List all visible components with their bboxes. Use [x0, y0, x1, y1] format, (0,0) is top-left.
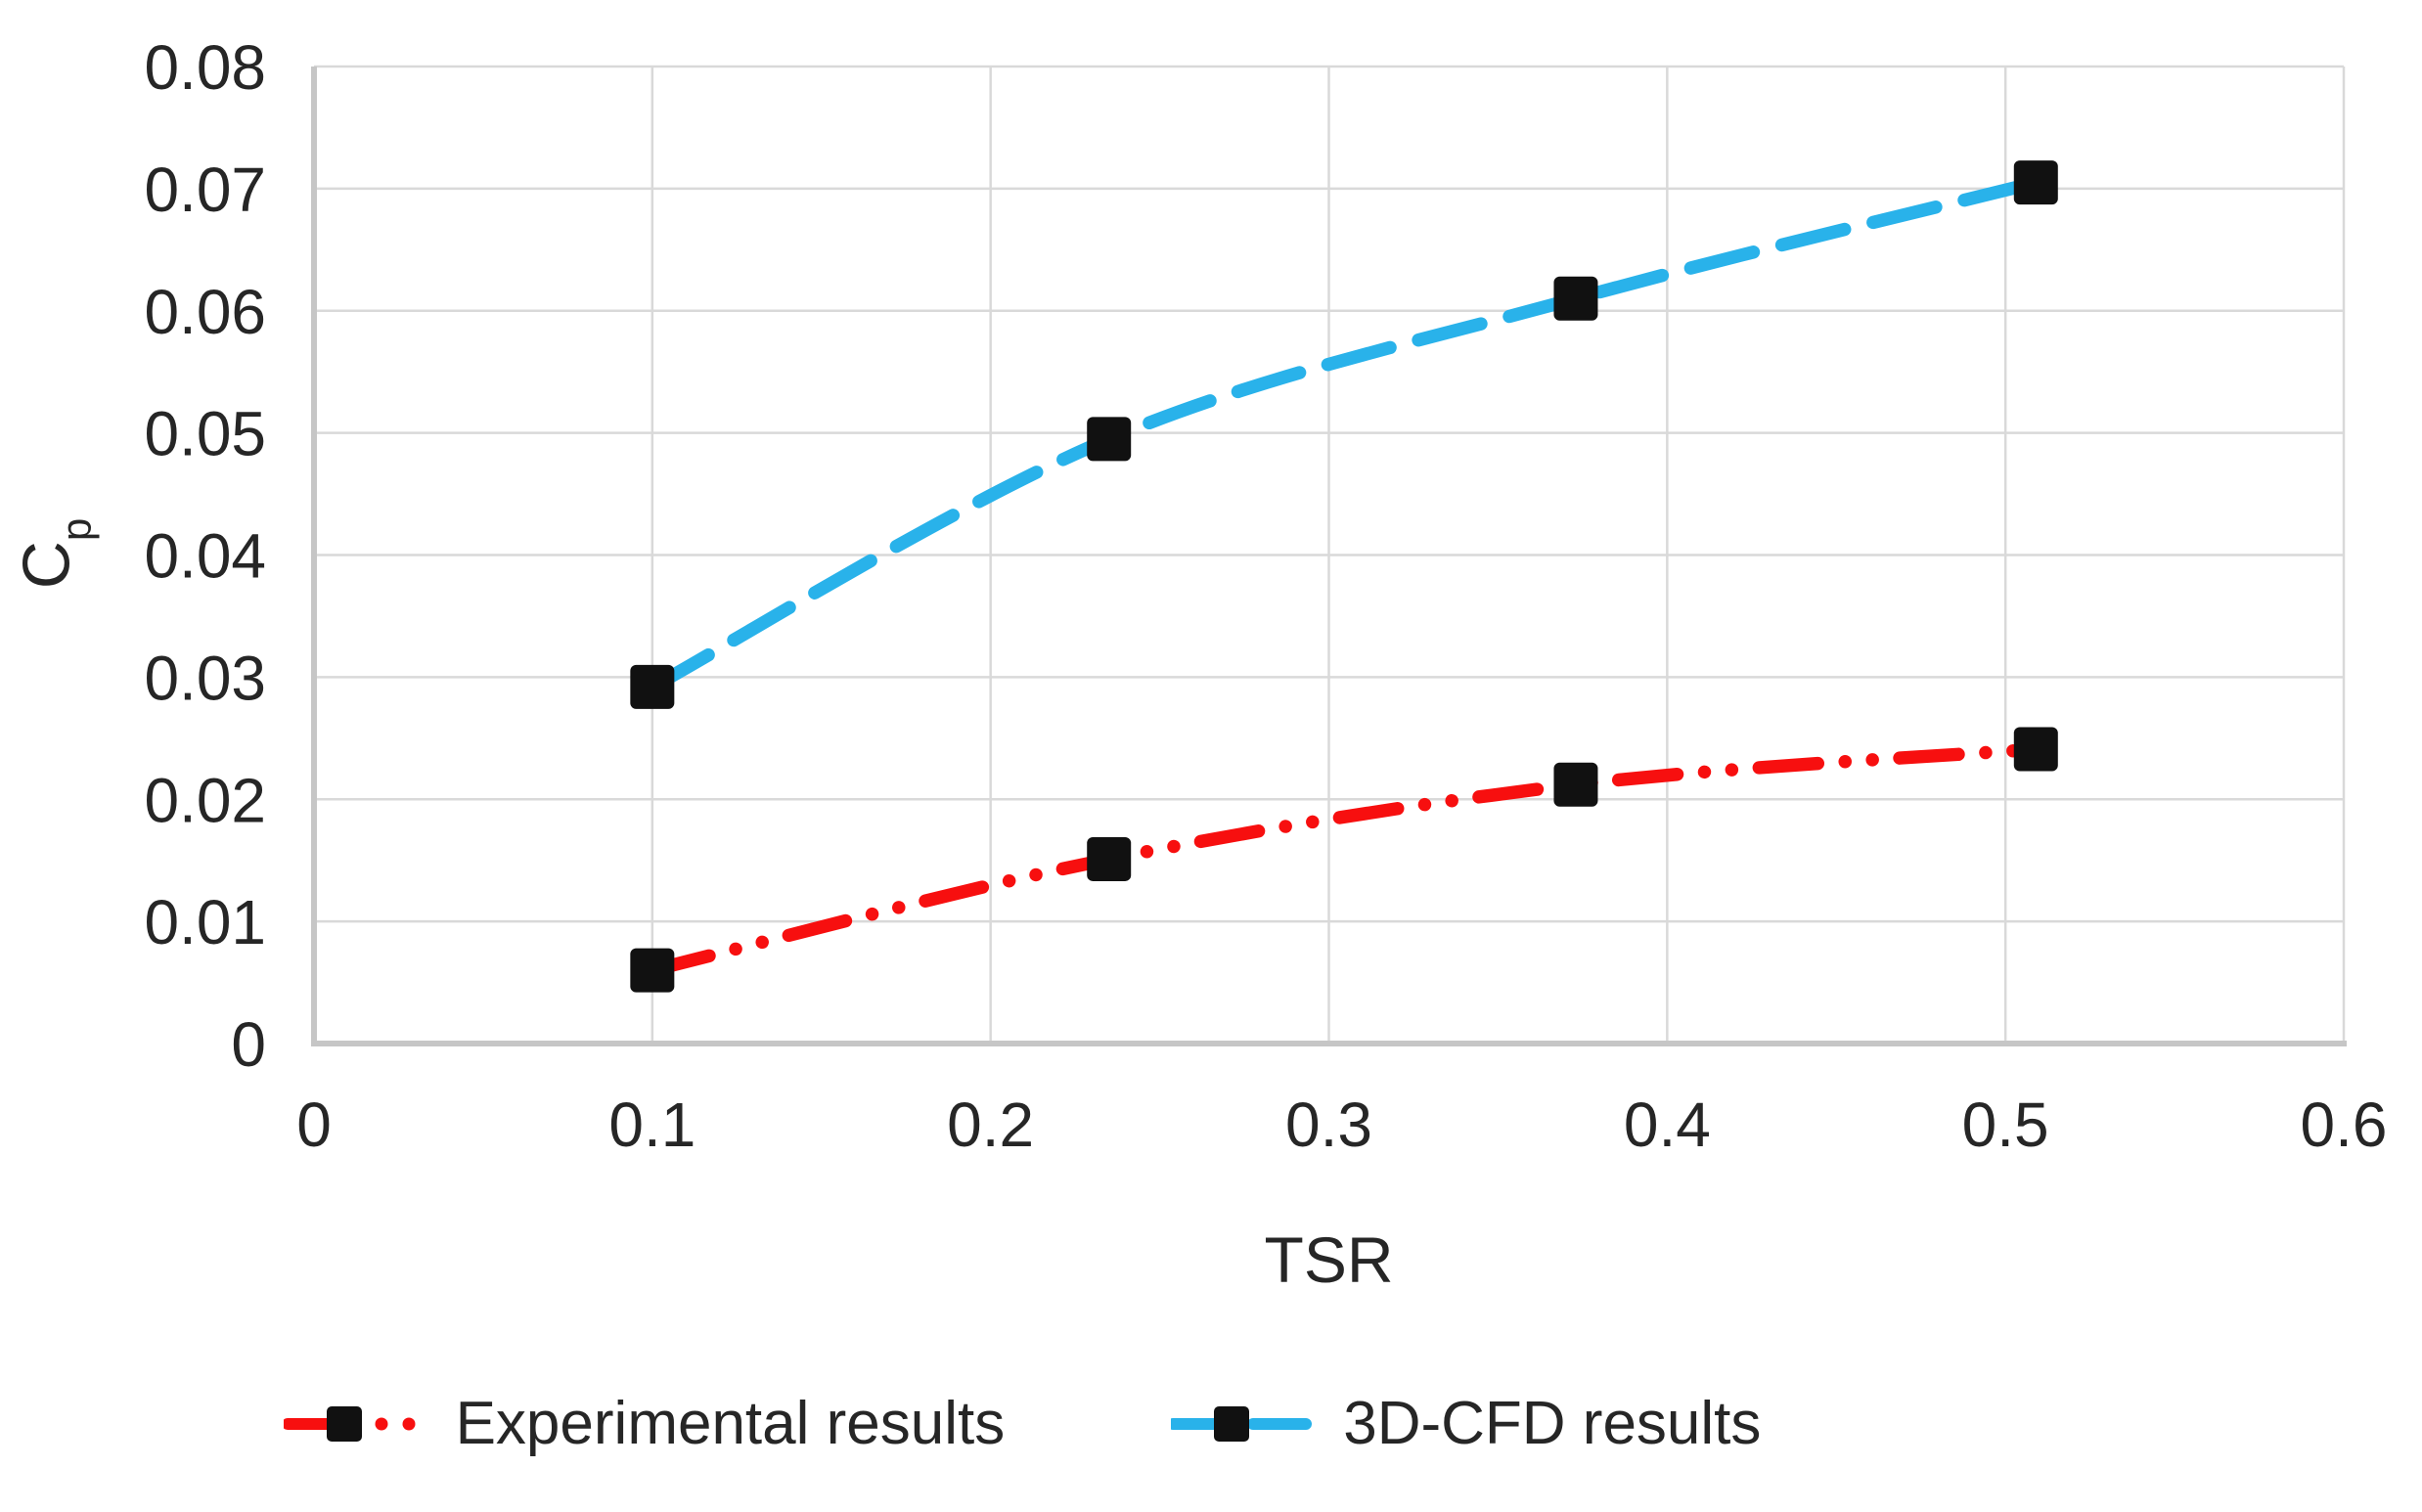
x-tick-label: 0.2 [947, 1090, 1034, 1160]
legend-dot [402, 1417, 416, 1430]
legend-label-cfd: 3D-CFD results [1343, 1390, 1762, 1457]
legend-item-cfd: 3D-CFD results [1171, 1389, 1761, 1458]
data-point-marker [2013, 160, 2058, 205]
y-axis-title: Cp [9, 518, 100, 590]
y-tick-label: 0 [231, 1009, 266, 1080]
x-tick-label: 0.6 [2301, 1090, 2388, 1160]
series-markers-3d-cfd-results [630, 160, 2058, 709]
legend-marker [326, 1405, 362, 1442]
x-tick-label: 0.1 [608, 1090, 695, 1160]
legend-item-experimental: Experimental results [283, 1389, 1006, 1458]
data-point-marker [630, 664, 675, 709]
series-markers-experimental-results [630, 727, 2058, 993]
data-point-marker [1553, 762, 1598, 807]
y-tick-label: 0.01 [144, 887, 266, 957]
x-tick-label: 0.4 [1624, 1090, 1711, 1160]
x-tick-label: 0.5 [1962, 1090, 2049, 1160]
y-tick-label: 0.07 [144, 155, 266, 225]
legend: Experimental results 3D-CFD results [0, 1389, 2044, 1458]
data-point-marker [1553, 276, 1598, 321]
y-axis-title-main: C [9, 541, 84, 590]
data-point-marker [1087, 417, 1132, 462]
y-tick-label: 0.05 [144, 399, 266, 469]
data-point-marker [630, 948, 675, 993]
x-tick-label: 0 [296, 1090, 332, 1160]
legend-marker [1214, 1405, 1250, 1442]
x-axis-title: TSR [1264, 1223, 1394, 1296]
gridlines [312, 65, 2346, 1045]
legend-sample-experimental-icon [283, 1405, 416, 1442]
series-line-3d-cfd-results [646, 175, 2043, 694]
y-axis-title-subscript: p [53, 517, 100, 542]
series-line-experimental-results [646, 742, 2043, 977]
y-tick-labels: 0 0.01 0.02 0.03 0.04 0.05 0.06 0.07 0.08 [144, 32, 266, 1080]
legend-sample-cfd-icon [1171, 1405, 1319, 1442]
data-point-marker [1087, 836, 1132, 881]
legend-dot [375, 1417, 388, 1430]
y-tick-label: 0.02 [144, 765, 266, 835]
y-tick-label: 0.03 [144, 643, 266, 713]
legend-label-experimental: Experimental results [455, 1390, 1006, 1457]
y-tick-label: 0.08 [144, 32, 266, 103]
y-tick-label: 0.06 [144, 277, 266, 347]
x-tick-label: 0.3 [1285, 1090, 1372, 1160]
x-tick-labels: 0 0.1 0.2 0.3 0.4 0.5 0.6 [296, 1090, 2387, 1160]
y-tick-label: 0.04 [144, 521, 266, 592]
data-point-marker [2013, 727, 2058, 772]
